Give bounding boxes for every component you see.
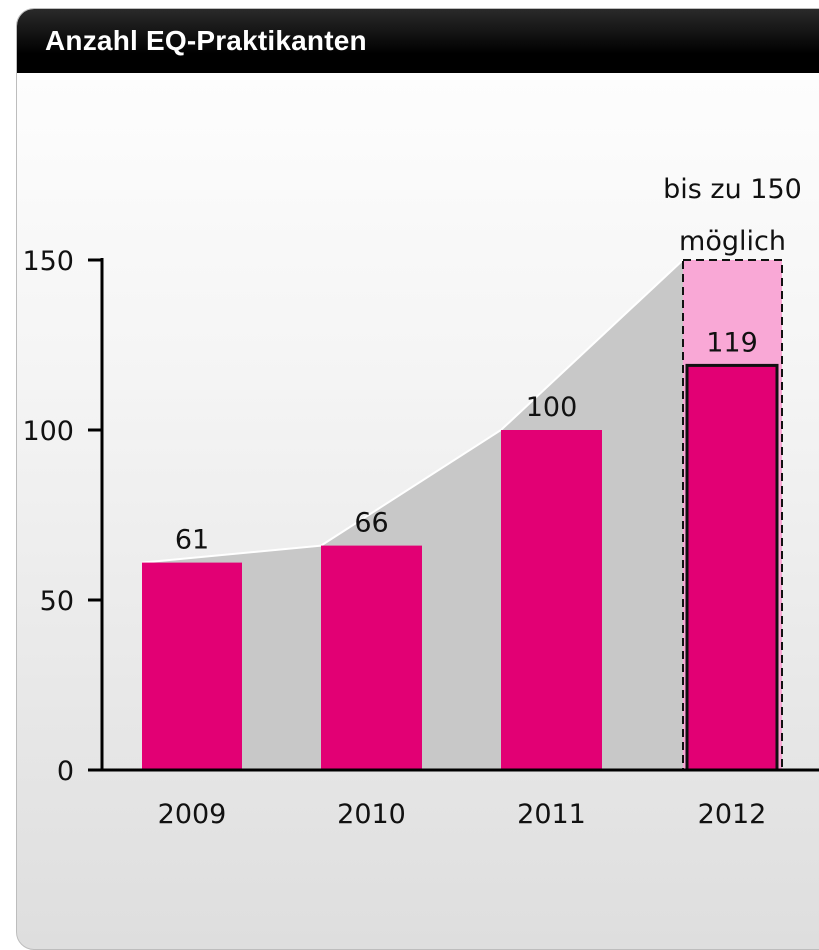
growth-area-edge xyxy=(141,259,684,564)
bar-2009 xyxy=(142,562,242,770)
y-tick-label-50: 50 xyxy=(40,586,74,617)
y-tick-label-0: 0 xyxy=(57,756,74,787)
growth-area xyxy=(142,260,782,770)
y-tick-label-100: 100 xyxy=(22,416,74,447)
bar-2010 xyxy=(321,545,422,770)
data-label-2009: 61 xyxy=(175,525,209,556)
bar-2011 xyxy=(501,430,602,770)
chart-header: Anzahl EQ-Praktikanten xyxy=(17,9,819,73)
x-tick-label-2012: 2012 xyxy=(698,799,767,830)
x-tick-label-2011: 2011 xyxy=(517,799,586,830)
possible-label-line2: möglich xyxy=(679,226,786,257)
y-tick-label-150: 150 xyxy=(22,246,74,277)
data-label-2011: 100 xyxy=(526,392,578,423)
data-label-2010: 66 xyxy=(354,508,388,539)
data-label-2012: 119 xyxy=(706,327,758,358)
x-tick-label-2009: 2009 xyxy=(158,799,227,830)
x-tick-label-2010: 2010 xyxy=(337,799,406,830)
chart-title: Anzahl EQ-Praktikanten xyxy=(45,25,367,56)
bar-2012 xyxy=(685,363,779,772)
possible-label-line1: bis zu 150 xyxy=(663,174,802,205)
